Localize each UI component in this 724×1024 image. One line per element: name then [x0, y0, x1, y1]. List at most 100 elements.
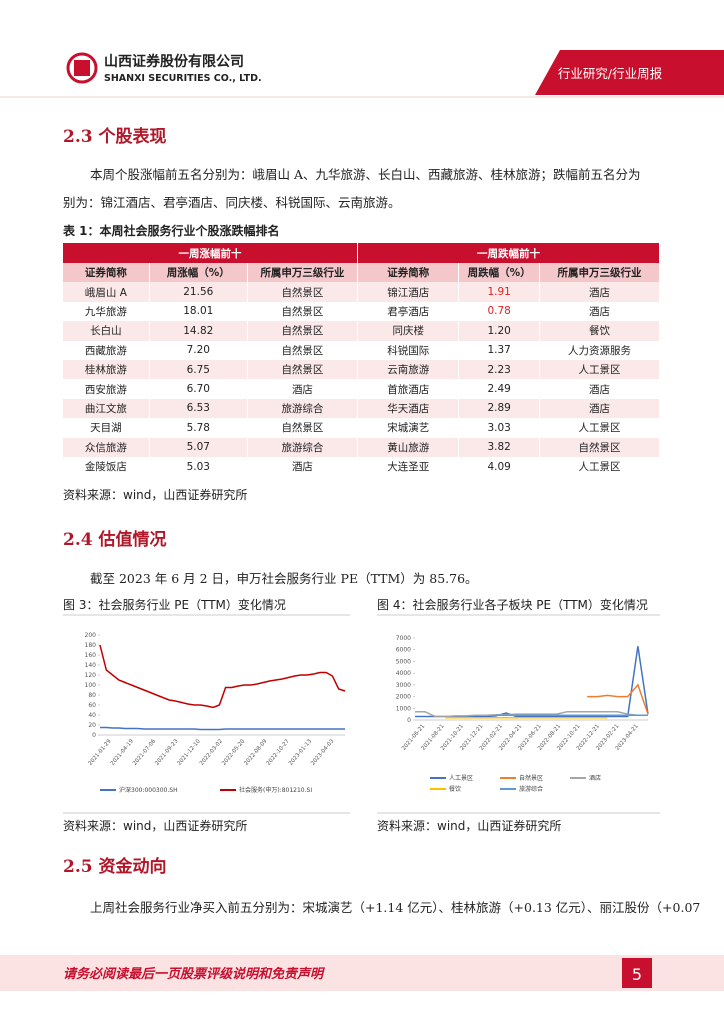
cell: 5.07: [149, 437, 248, 457]
cell: 14.82: [149, 321, 248, 341]
y-tick-label: 5000: [396, 658, 411, 665]
figure-caption: 图 3：社会服务行业 PE（TTM）变化情况: [63, 598, 286, 612]
y-tick-label: 80: [88, 692, 96, 699]
footer-band: [0, 955, 724, 991]
cell: 4.09: [458, 456, 540, 477]
cell: 同庆楼: [357, 321, 460, 341]
cell: 峨眉山 A: [63, 282, 150, 302]
cell: 1.91: [458, 282, 540, 302]
cell: 长白山: [63, 321, 150, 341]
y-tick-label: 0: [407, 717, 411, 724]
section-title: 2.4 估值情况: [63, 530, 167, 550]
cell: 宋城演艺: [357, 418, 460, 438]
table-row: 曲江文旅 6.53 旅游综合 华天酒店 2.89 酒店: [63, 398, 661, 419]
cell: 餐饮: [539, 321, 661, 341]
column-header: 周涨幅（%）: [149, 263, 248, 283]
cell: 自然景区: [247, 359, 359, 380]
table-caption: 表 1：本周社会服务行业个股涨跌幅排名: [63, 224, 280, 238]
y-tick-label: 40: [88, 712, 96, 719]
legend-label: 社会服务(申万):801210.SI: [239, 786, 312, 794]
logo-core: [74, 60, 90, 76]
x-tick-label: 2023-04-03: [310, 738, 335, 767]
column-header: 所属申万三级行业: [539, 263, 661, 283]
column-header: 证券简称: [63, 263, 150, 283]
cell: 大连圣亚: [357, 456, 460, 477]
paragraph: 截至 2023 年 6 月 2 日，申万社会服务行业 PE（TTM）为 85.7…: [90, 571, 478, 586]
cell: 6.53: [149, 398, 248, 419]
report-category: 行业研究/行业周报: [558, 66, 663, 81]
group-row: 一周涨幅前十 一周跌幅前十: [63, 243, 660, 263]
cell: 众信旅游: [63, 437, 150, 457]
paragraph-line: 本周个股涨幅前五名分别为：峨眉山 A、九华旅游、长白山、西藏旅游、桂林旅游；跌幅…: [90, 167, 641, 182]
cell: 人力资源服务: [539, 340, 661, 360]
cell: 自然景区: [247, 340, 359, 360]
cell: 首旅酒店: [357, 379, 460, 399]
cell: 酒店: [247, 379, 359, 399]
table-row: 桂林旅游 6.75 自然景区 云南旅游 2.23 人工景区: [63, 359, 661, 380]
cell: 1.20: [458, 321, 540, 341]
y-tick-label: 0: [92, 732, 96, 739]
cell: 21.56: [149, 282, 248, 302]
y-tick-label: 180: [85, 642, 97, 649]
column-header: 所属申万三级行业: [247, 263, 359, 283]
y-tick-label: 160: [85, 652, 97, 659]
cell: 酒店: [539, 379, 661, 399]
cell: 自然景区: [539, 437, 661, 457]
legend-label: 自然景区: [519, 774, 543, 782]
source: 资料来源：wind，山西证券研究所: [63, 819, 248, 833]
table-row: 西藏旅游 7.20 自然景区 科锐国际 1.37 人力资源服务: [63, 340, 661, 360]
cell: 人工景区: [539, 456, 661, 477]
y-tick-label: 4000: [396, 670, 411, 677]
cell: 5.03: [149, 456, 248, 477]
figure-caption: 图 4：社会服务行业各子板块 PE（TTM）变化情况: [377, 598, 648, 612]
legend-label: 旅游综合: [519, 785, 543, 793]
y-tick-label: 3000: [396, 682, 411, 689]
line-series: [587, 683, 649, 715]
cell: 6.70: [149, 379, 248, 399]
cell: 酒店: [539, 398, 661, 419]
chart: 0204060801001201401601802002021-01-29202…: [85, 632, 346, 794]
cell: 九华旅游: [63, 301, 150, 322]
cell: 黄山旅游: [357, 437, 460, 457]
legend-label: 沪深300:000300.SH: [119, 786, 178, 794]
y-tick-label: 1000: [396, 705, 411, 712]
cell: 金陵饭店: [63, 456, 150, 477]
table-row: 九华旅游 18.01 自然景区 君亭酒店 0.78 酒店: [63, 301, 661, 322]
cell: 2.89: [458, 398, 540, 419]
table-row: 长白山 14.82 自然景区 同庆楼 1.20 餐饮: [63, 321, 661, 341]
y-tick-label: 2000: [396, 694, 411, 701]
group-header: 一周涨幅前十: [63, 243, 359, 263]
page-box: [622, 958, 652, 988]
line-series: [99, 644, 346, 709]
cell: 天目湖: [63, 418, 150, 438]
cell: 酒店: [247, 456, 359, 477]
cell: 5.78: [149, 418, 248, 438]
header-row: 证券简称 周涨幅（%） 所属申万三级行业 证券简称 周跌幅（%） 所属申万三级行业: [63, 263, 661, 283]
cell: 旅游综合: [247, 398, 359, 419]
line-series: [415, 646, 649, 718]
chart: 010002000300040005000600070002021-06-212…: [396, 635, 649, 793]
section-title: 2.3 个股表现: [63, 127, 167, 147]
table-row: 天目湖 5.78 自然景区 宋城演艺 3.03 人工景区: [63, 418, 661, 438]
cell: 3.82: [458, 437, 540, 457]
company-cn: 山西证券股份有限公司: [104, 53, 244, 70]
cell: 西藏旅游: [63, 340, 150, 360]
table-row: 众信旅游 5.07 旅游综合 黄山旅游 3.82 自然景区: [63, 437, 661, 457]
cell: 自然景区: [247, 301, 359, 322]
y-tick-label: 120: [85, 672, 97, 679]
cell: 2.23: [458, 359, 540, 380]
cell: 自然景区: [247, 282, 359, 302]
line-series: [415, 711, 648, 718]
cell: 自然景区: [247, 321, 359, 341]
cell: 酒店: [539, 282, 661, 302]
disclaimer: 请务必阅读最后一页股票评级说明和免责声明: [63, 966, 325, 982]
y-tick-label: 6000: [396, 647, 411, 654]
cell: 锦江酒店: [357, 282, 460, 302]
cell: 酒店: [539, 301, 661, 322]
cell: 科锐国际: [357, 340, 460, 360]
cell: 君亭酒店: [357, 301, 460, 322]
legend-label: 人工景区: [449, 775, 473, 782]
cell: 自然景区: [247, 418, 359, 438]
column-header: 周跌幅（%）: [458, 263, 540, 283]
